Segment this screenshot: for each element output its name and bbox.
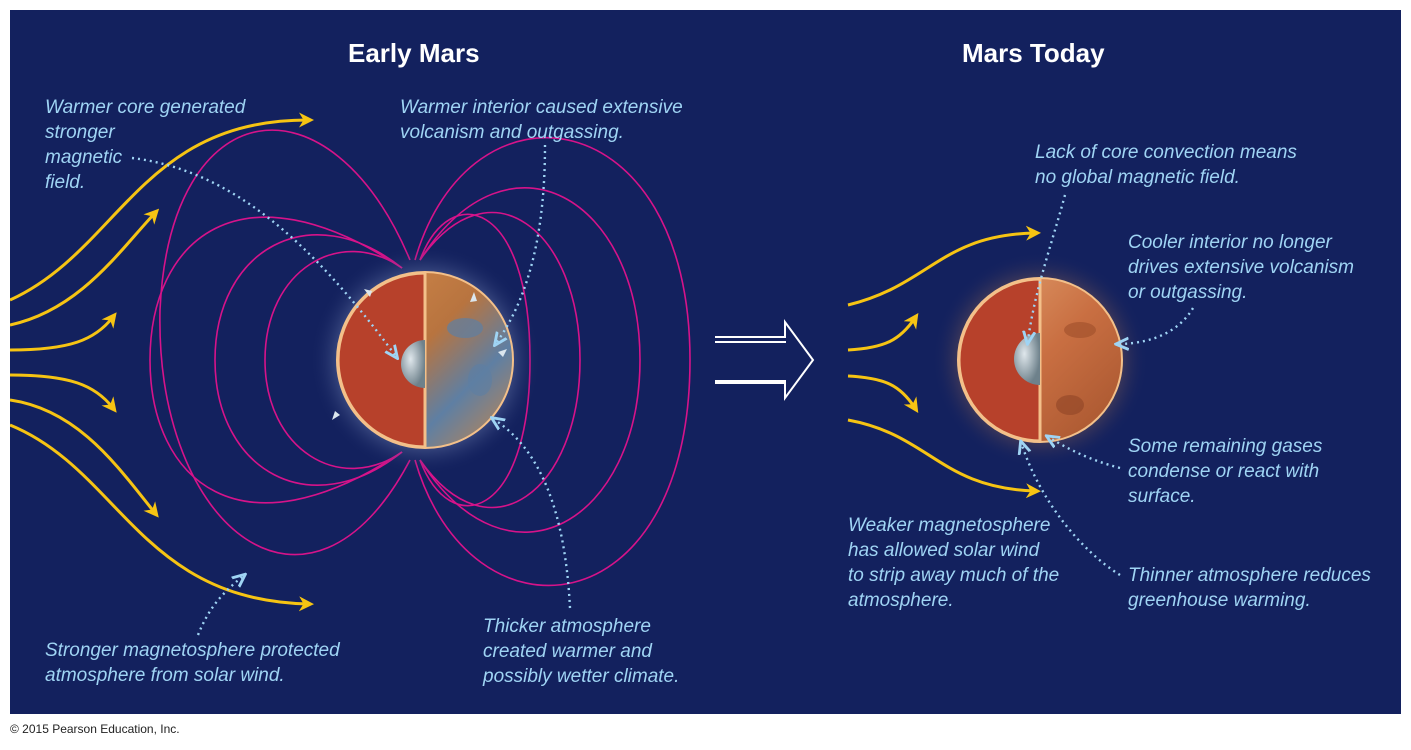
early-mars-title: Early Mars	[348, 38, 480, 68]
leader-lines	[131, 144, 1195, 636]
today-interior-note: Cooler interior no longer drives extensi…	[1128, 232, 1354, 303]
transition-arrow	[710, 318, 815, 402]
solar-wind-arrows-today	[847, 225, 1041, 499]
today-core-note: Lack of core convection means no global …	[1035, 142, 1297, 188]
early-atmosphere-note: Thicker atmosphere created warmer and po…	[483, 616, 680, 687]
copyright-notice: © 2015 Pearson Education, Inc.	[10, 722, 180, 736]
diagram-artwork	[10, 112, 1195, 636]
today-mars-planet	[932, 252, 1148, 468]
early-magnetosphere-note: Stronger magnetosphere protected atmosph…	[45, 640, 340, 686]
early-mars-planet	[310, 245, 540, 475]
today-atmosphere-note: Thinner atmosphere reduces greenhouse wa…	[1128, 565, 1371, 611]
early-volcanism-note: Warmer interior caused extensive volcani…	[400, 97, 683, 143]
today-magnetosphere-note: Weaker magnetosphere has allowed solar w…	[848, 515, 1060, 611]
diagram-panel: Early Mars Mars Today Warmer core genera…	[10, 10, 1401, 714]
mars-today-title: Mars Today	[962, 38, 1105, 68]
today-gases-note: Some remaining gases condense or react w…	[1128, 436, 1323, 507]
magnetic-field-lines	[149, 129, 691, 587]
early-core-note: Warmer core generated stronger magnetic …	[45, 97, 246, 193]
solar-wind-arrows-early	[10, 112, 314, 612]
